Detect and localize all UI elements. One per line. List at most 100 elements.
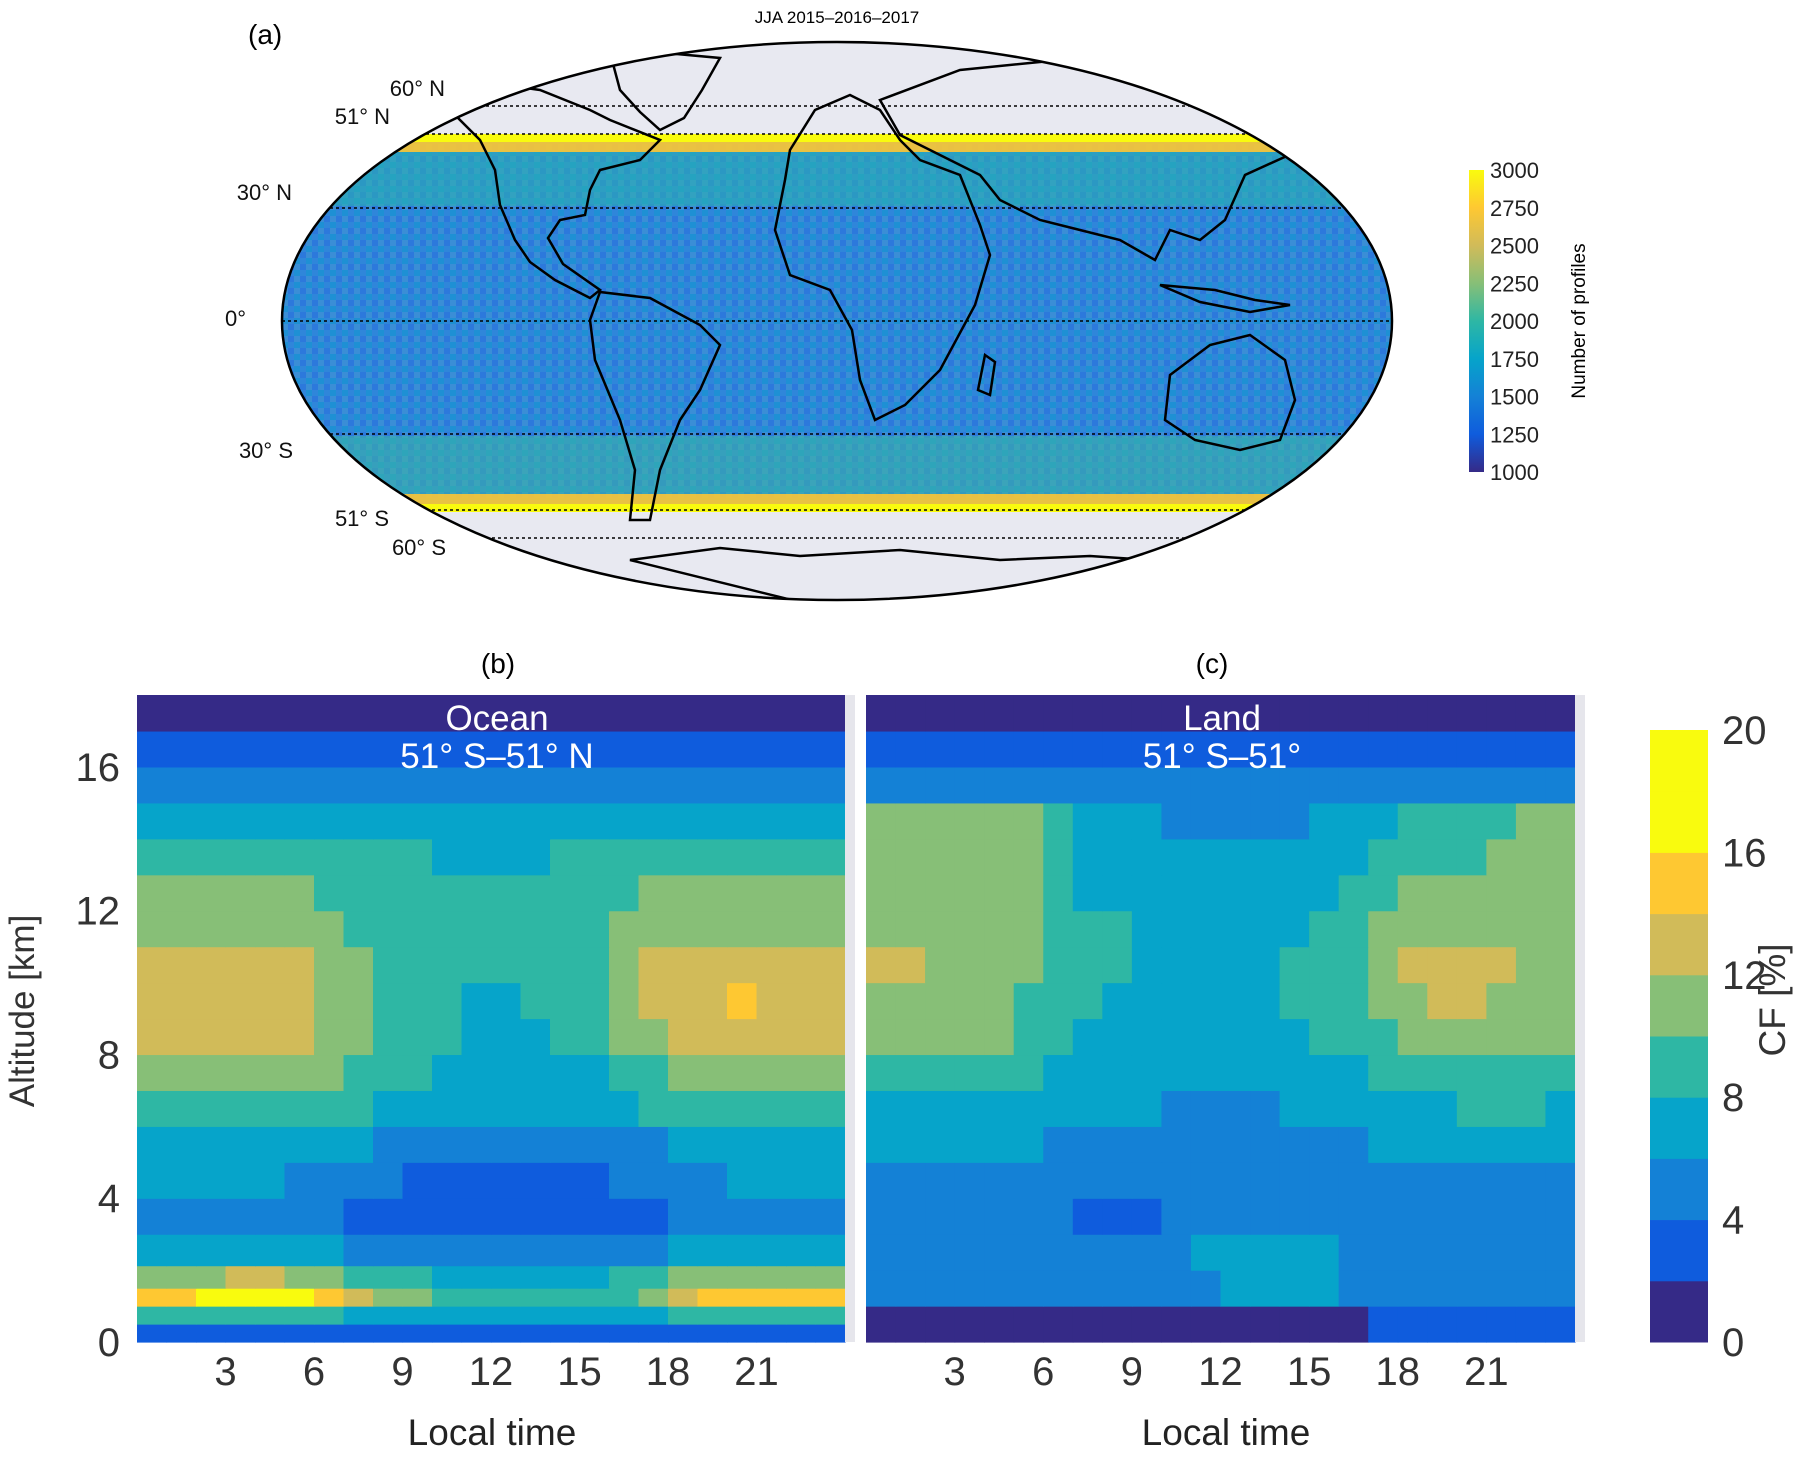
- heatmap-cell: [638, 910, 669, 948]
- heatmap-cell: [1545, 910, 1576, 948]
- colorbar-cf-level: [1650, 1036, 1708, 1098]
- heatmap-cell: [402, 982, 433, 1020]
- heatmap-cell: [550, 730, 581, 768]
- heatmap-cell: [373, 766, 404, 804]
- heatmap-cell: [1190, 982, 1222, 1020]
- heatmap-cell: [727, 1162, 758, 1199]
- heatmap-cell: [984, 730, 1015, 768]
- heatmap-cell: [137, 946, 168, 984]
- heatmap-cell: [1043, 1234, 1074, 1271]
- heatmap-cell: [609, 1198, 640, 1235]
- heatmap-cell: [756, 1198, 787, 1235]
- heatmap-cell: [1515, 838, 1547, 876]
- heatmap-cell: [1043, 946, 1074, 984]
- y-axis-label: Altitude [km]: [3, 915, 42, 1108]
- heatmap-cell: [461, 766, 492, 804]
- heatmap-cell: [1072, 1162, 1103, 1199]
- heatmap-cell: [1279, 874, 1310, 912]
- heatmap-cell: [1043, 1018, 1074, 1056]
- heatmap-cell: [1131, 1234, 1163, 1271]
- heatmap-cell: [373, 838, 404, 876]
- colorbar-cf-level: [1650, 1280, 1708, 1343]
- heatmap-cell: [343, 1265, 374, 1289]
- heatmap-cell: [314, 1324, 345, 1343]
- heatmap-cell: [1368, 766, 1399, 804]
- heatmap-cell: [1072, 766, 1103, 804]
- x-tick-label: 18: [646, 1350, 691, 1394]
- heatmap-cell: [697, 695, 728, 732]
- heatmap-cell: [166, 1288, 197, 1307]
- heatmap-cell: [1456, 982, 1487, 1020]
- heatmap-cell: [225, 1054, 256, 1091]
- heatmap-cell: [166, 730, 197, 768]
- heatmap-cell: [638, 1324, 669, 1343]
- land-annotation-line2: 51° S–51°: [1143, 737, 1301, 776]
- heatmap-cell: [461, 1090, 492, 1127]
- heatmap-cell: [1250, 1054, 1281, 1091]
- heatmap-cell: [895, 1090, 926, 1127]
- heatmap-cell: [727, 1126, 758, 1163]
- heatmap-cell: [1545, 874, 1576, 912]
- heatmap-cell: [1250, 1090, 1281, 1127]
- heatmap-cell: [520, 1090, 551, 1127]
- heatmap-cell: [579, 1265, 610, 1289]
- heatmap-cell: [550, 802, 581, 840]
- heatmap-cell: [284, 982, 315, 1020]
- heatmap-cell: [343, 1198, 374, 1235]
- heatmap-cell: [196, 874, 227, 912]
- heatmap-cell: [432, 1265, 463, 1289]
- heatmap-cell: [786, 1234, 817, 1267]
- heatmap-cell: [1368, 910, 1399, 948]
- heatmap-cell: [1190, 1054, 1222, 1091]
- heatmap-cell: [373, 802, 404, 840]
- heatmap-cell: [1427, 1126, 1458, 1163]
- heatmap-cell: [1161, 1270, 1192, 1307]
- heatmap-cell: [1220, 1198, 1251, 1235]
- heatmap-cell: [196, 1198, 227, 1235]
- heatmap-cell: [1456, 802, 1487, 840]
- heatmap-cell: [461, 1162, 492, 1199]
- heatmap-cell: [609, 1288, 640, 1307]
- heatmap-cell: [314, 1306, 345, 1325]
- heatmap-cell: [1013, 1270, 1044, 1307]
- heatmap-cell: [579, 1090, 610, 1127]
- heatmap-cell: [402, 1162, 433, 1199]
- heatmap-cell: [638, 1162, 669, 1199]
- heatmap-cell: [432, 1234, 463, 1267]
- ocean-annotation-line2: 51° S–51° N: [400, 737, 593, 776]
- heatmap-cell: [284, 1162, 315, 1199]
- heatmap-cell: [432, 730, 463, 768]
- heatmap-cell: [668, 1126, 699, 1163]
- heatmap-cell: [196, 1306, 227, 1325]
- heatmap-cell: [166, 874, 197, 912]
- heatmap-cell: [786, 1288, 817, 1307]
- heatmap-cell: [1131, 982, 1163, 1020]
- heatmap-cell: [1397, 946, 1428, 984]
- heatmap-cell: [697, 1306, 728, 1325]
- heatmap-cell: [1486, 695, 1517, 732]
- colorbar-cf-tick: 0: [1722, 1321, 1744, 1365]
- heatmap-cell: [550, 766, 581, 804]
- heatmap-cell: [609, 838, 640, 876]
- colorbar-profiles-tick: 2000: [1490, 309, 1539, 334]
- colorbar-cf-tick: 20: [1722, 709, 1767, 753]
- heatmap-cell: [1486, 766, 1517, 804]
- heatmap-cell: [1190, 1306, 1222, 1343]
- heatmap-cell: [550, 1265, 581, 1289]
- heatmap-cell: [461, 1198, 492, 1235]
- antarctica-outline: [629, 546, 1181, 600]
- heatmap-cell: [786, 1265, 817, 1289]
- colorbar-profiles-tick: 2250: [1490, 271, 1539, 296]
- heatmap-cell: [343, 1234, 374, 1267]
- heatmap-cell: [1250, 730, 1281, 768]
- heatmap-cell: [1338, 1270, 1369, 1307]
- heatmap-cell: [1515, 1162, 1547, 1199]
- heatmap-cell: [402, 838, 433, 876]
- heatmap-cell: [314, 1162, 345, 1199]
- heatmap-cell: [638, 1126, 669, 1163]
- heatmap-cell: [225, 1324, 256, 1343]
- heatmap-cell: [166, 766, 197, 804]
- heatmap-cell: [1072, 1054, 1103, 1091]
- heatmap-cell: [954, 1090, 985, 1127]
- heatmap-cell: [1131, 946, 1163, 984]
